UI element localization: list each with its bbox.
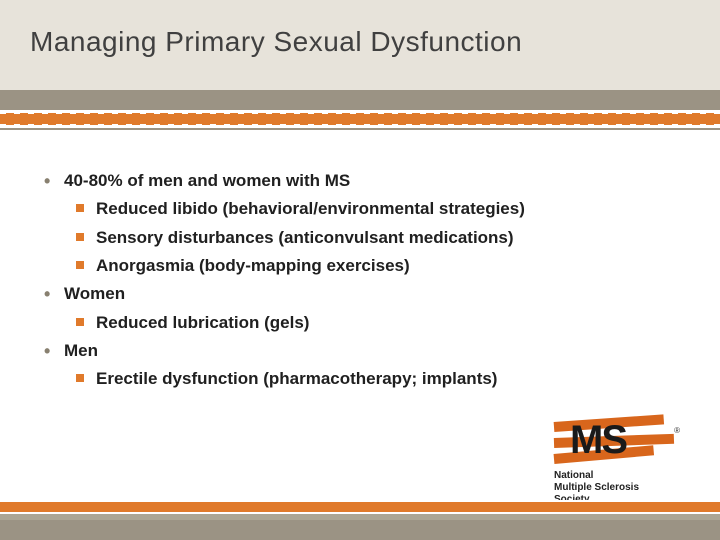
list-item: Anorgasmia (body-mapping exercises) [40,253,680,279]
list-item-text: Reduced lubrication (gels) [96,313,309,332]
logo-caption-line: Multiple Sclerosis [554,482,694,494]
list-item: Reduced libido (behavioral/environmental… [40,196,680,222]
list-item: 40-80% of men and women with MS [40,168,680,194]
logo-caption-line: National [554,470,694,482]
list-item: Women [40,281,680,307]
list-item-text: Sensory disturbances (anticonvulsant med… [96,228,514,247]
list-item-text: Anorgasmia (body-mapping exercises) [96,256,410,275]
list-item: Erectile dysfunction (pharmacotherapy; i… [40,366,680,392]
list-item: Reduced lubrication (gels) [40,310,680,336]
logo-text: MS [570,420,626,460]
top-accent-strip [0,110,720,128]
list-item-text: Erectile dysfunction (pharmacotherapy; i… [96,369,497,388]
bottom-gray-strip [0,514,720,520]
slide-title: Managing Primary Sexual Dysfunction [30,26,522,58]
logo: MS ® National Multiple Sclerosis Society [554,418,694,506]
slide: Managing Primary Sexual Dysfunction 40-8… [0,0,720,540]
title-bar: Managing Primary Sexual Dysfunction [0,0,720,90]
bottom-accent-strip [0,500,720,514]
list-item-text: Men [64,341,98,360]
list-item-text: Women [64,284,125,303]
list-item: Sensory disturbances (anticonvulsant med… [40,225,680,251]
list-item-text: 40-80% of men and women with MS [64,171,350,190]
list-item: Men [40,338,680,364]
content-area: 40-80% of men and women with MS Reduced … [0,130,720,520]
logo-mark: MS ® [554,418,674,464]
list-item-text: Reduced libido (behavioral/environmental… [96,199,525,218]
trademark-icon: ® [674,426,680,435]
bullet-list: 40-80% of men and women with MS Reduced … [40,168,680,395]
